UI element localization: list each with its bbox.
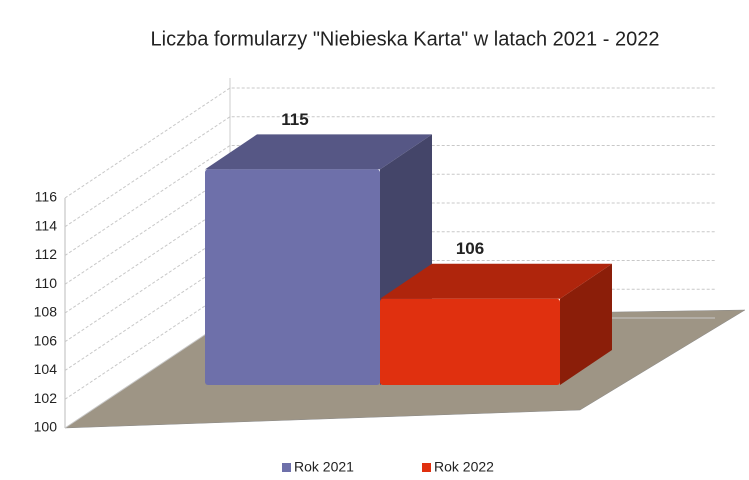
bar	[380, 298, 560, 385]
y-tick-label: 116	[35, 189, 58, 205]
bar-top	[380, 263, 612, 299]
chart-title: Liczba formularzy "Niebieska Karta" w la…	[151, 28, 660, 50]
y-tick-label: 102	[34, 390, 58, 406]
grid-line	[64, 173, 715, 285]
y-tick-label: 104	[34, 361, 58, 377]
y-tick-label: 108	[34, 304, 58, 320]
value-label: 106	[456, 239, 484, 258]
legend-swatch	[422, 463, 431, 472]
grid-line	[64, 231, 715, 343]
y-tick-label: 110	[35, 275, 58, 291]
bar-top	[205, 134, 432, 170]
grid-line	[64, 116, 715, 228]
legend-label: Rok 2022	[434, 459, 494, 475]
y-tick-label: 114	[35, 217, 58, 233]
y-tick-label: 106	[34, 332, 58, 348]
grid-line	[64, 87, 715, 199]
legend-swatch	[282, 463, 291, 472]
grid-line	[64, 260, 715, 371]
bar	[205, 169, 380, 385]
value-label: 115	[281, 110, 308, 129]
grid-line	[64, 145, 715, 256]
y-tick-label: 100	[34, 419, 58, 435]
bar-side	[560, 263, 612, 385]
y-tick-label: 112	[35, 246, 58, 262]
grid-line	[64, 202, 715, 314]
legend-label: Rok 2021	[294, 459, 354, 475]
